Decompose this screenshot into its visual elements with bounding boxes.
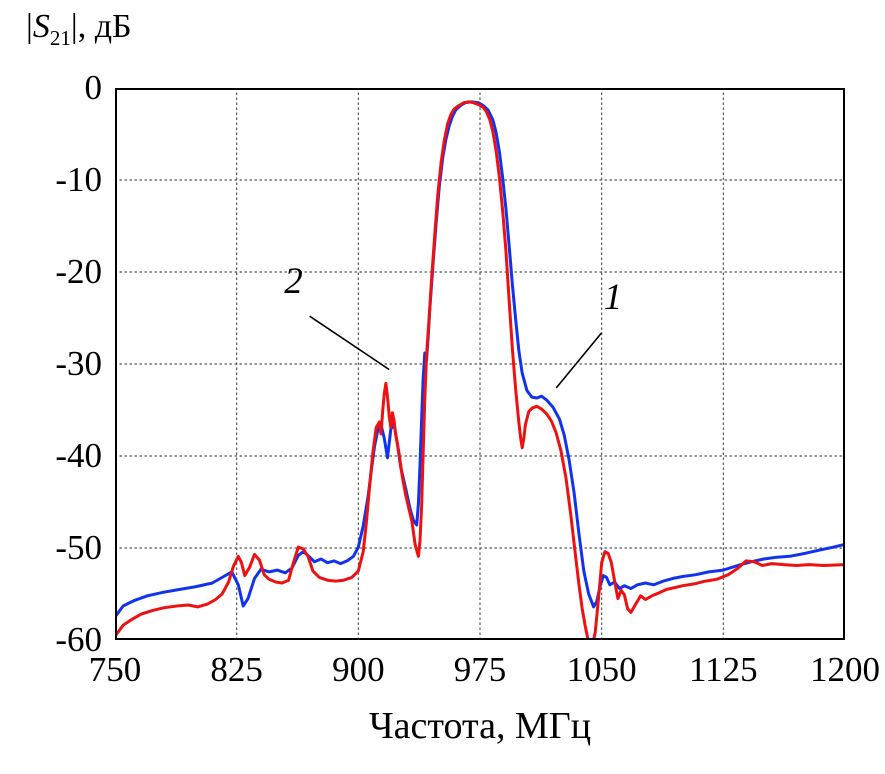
y-tick-label: -40 (55, 436, 102, 475)
gridlines (114, 87, 846, 641)
series-1-line (115, 100, 845, 619)
annotation-1-leader-line (555, 332, 603, 389)
y-axis-label: |S21|, дБ (26, 8, 132, 51)
y-tick-label: -50 (55, 528, 102, 567)
y-tick-label: -20 (55, 252, 102, 291)
y-axis-label-symbol: S (32, 8, 50, 45)
annotation-2-label: 2 (284, 261, 303, 302)
x-tick-label: 1200 (810, 650, 880, 689)
y-tick-label: -60 (55, 620, 102, 659)
y-tick-label: 0 (84, 68, 103, 107)
annotation-1-label: 1 (604, 277, 623, 318)
x-tick-label: 750 (88, 650, 142, 689)
x-tick-label: 1050 (566, 650, 637, 689)
y-tick-label: -30 (55, 344, 102, 383)
y-tick-label: -10 (55, 160, 102, 199)
x-tick-label: 825 (210, 650, 263, 689)
y-axis-label-subscript: 21 (49, 25, 71, 50)
x-tick-label: 900 (332, 650, 385, 689)
annotation-2-leader-line (309, 315, 390, 371)
x-tick-label: 1125 (688, 650, 758, 689)
y-axis-label-suffix: |, дБ (70, 8, 132, 45)
series-2-line (115, 100, 845, 640)
x-tick-label: 975 (453, 650, 507, 689)
axes-border (115, 88, 845, 640)
x-axis-title: Частота, МГц (368, 705, 592, 747)
y-axis-label-prefix: | (26, 8, 33, 45)
